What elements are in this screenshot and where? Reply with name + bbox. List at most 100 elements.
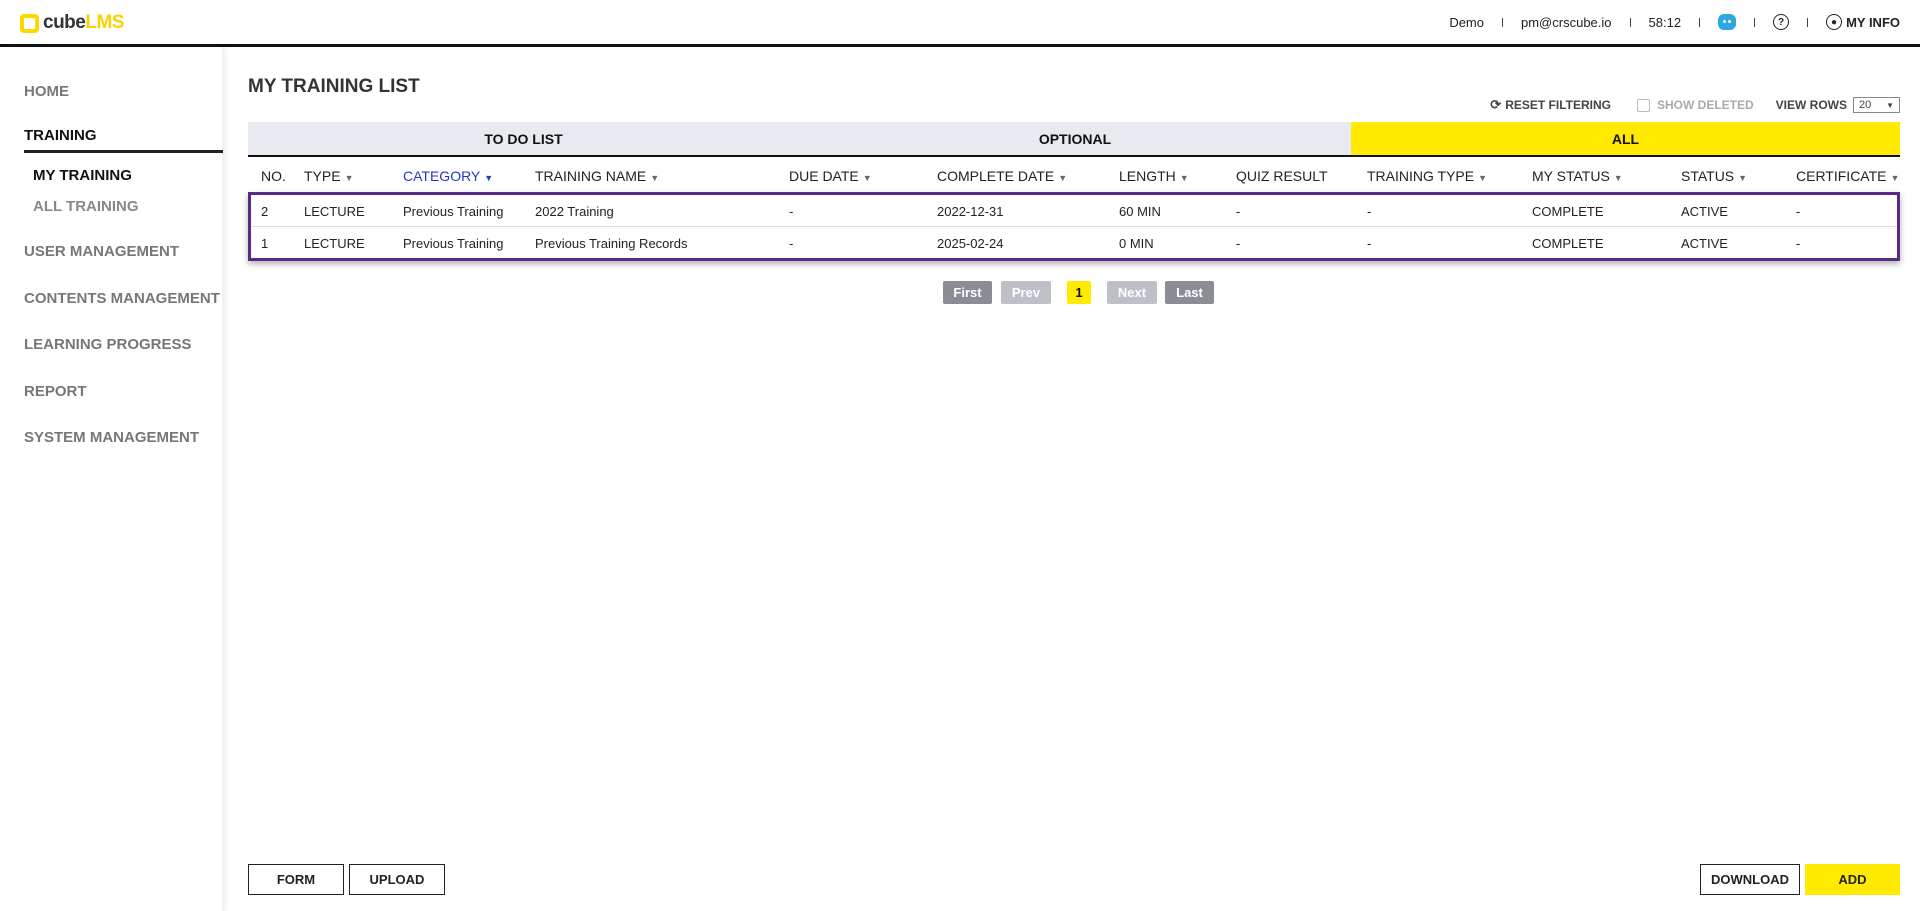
cell-training-name: 2022 Training xyxy=(535,204,614,219)
cell-certificate: - xyxy=(1796,204,1801,219)
col-certificate[interactable]: CERTIFICATE ▼ xyxy=(1796,168,1899,184)
col-label: NO. xyxy=(261,168,286,184)
show-deleted-label: SHOW DELETED xyxy=(1656,98,1754,112)
col-label: TRAINING TYPE xyxy=(1367,168,1475,184)
refresh-icon: ⟳ xyxy=(1490,97,1502,112)
sort-icon: ▼ xyxy=(650,173,660,183)
sort-icon: ▼ xyxy=(1179,173,1189,183)
prev-page-button[interactable]: Prev xyxy=(1001,281,1051,304)
tab-bar: TO DO LIST OPTIONAL ALL xyxy=(248,122,1900,157)
view-rows-label: VIEW ROWS xyxy=(1775,98,1847,112)
cell-my-status: COMPLETE xyxy=(1532,204,1604,219)
col-label: MY STATUS xyxy=(1532,168,1610,184)
sidebar-item-learning-progress[interactable]: LEARNING PROGRESS xyxy=(24,336,192,353)
download-button[interactable]: DOWNLOAD xyxy=(1700,864,1800,895)
col-label: STATUS xyxy=(1681,168,1735,184)
top-header: cubeLMS Demo pm@crscube.io 58:12 ? ● MY I… xyxy=(0,0,1920,47)
cell-certificate: - xyxy=(1796,236,1801,251)
my-info-button[interactable]: ● MY INFO xyxy=(1826,14,1900,30)
page-1-button[interactable]: 1 xyxy=(1067,281,1091,304)
cell-status: ACTIVE xyxy=(1681,236,1728,251)
col-my-status[interactable]: MY STATUS ▼ xyxy=(1532,168,1623,184)
sort-icon: ▼ xyxy=(1738,173,1748,183)
cell-training-type: - xyxy=(1367,204,1372,219)
sort-icon: ▼ xyxy=(1058,173,1068,183)
user-email: pm@crscube.io xyxy=(1521,14,1612,30)
cell-my-status: COMPLETE xyxy=(1532,236,1604,251)
my-info-label: MY INFO xyxy=(1846,14,1900,30)
reset-filtering-label: RESET FILTERING xyxy=(1505,98,1611,112)
view-rows-select[interactable]: 20 ▼ xyxy=(1853,97,1900,113)
col-complete-date[interactable]: COMPLETE DATE ▼ xyxy=(937,168,1067,184)
help-icon[interactable]: ? xyxy=(1773,14,1790,30)
first-page-button[interactable]: First xyxy=(943,281,992,304)
last-page-button[interactable]: Last xyxy=(1165,281,1214,304)
col-label: TYPE xyxy=(304,168,341,184)
cell-category: Previous Training xyxy=(403,204,504,219)
cell-no: 2 xyxy=(261,204,269,219)
sidebar-item-contents-management[interactable]: CONTENTS MANAGEMENT xyxy=(24,290,220,307)
form-button[interactable]: FORM xyxy=(248,864,344,895)
user-name: Demo xyxy=(1449,14,1484,30)
cell-quiz-result: - xyxy=(1236,236,1241,251)
logo-cube-icon xyxy=(20,13,39,33)
upload-button[interactable]: UPLOAD xyxy=(349,864,445,895)
cell-length: 0 MIN xyxy=(1119,236,1154,251)
sort-icon: ▼ xyxy=(344,173,354,183)
col-label: COMPLETE DATE xyxy=(937,168,1055,184)
cell-quiz-result: - xyxy=(1236,204,1241,219)
table-row[interactable]: 2 LECTURE Previous Training 2022 Training - 2… xyxy=(251,195,1897,226)
chevron-down-icon: ▼ xyxy=(1886,100,1894,110)
active-underline xyxy=(24,150,223,153)
logo-text: cube xyxy=(43,12,86,33)
sort-icon: ▼ xyxy=(862,173,872,183)
reset-filtering-button[interactable]: ⟳ RESET FILTERING xyxy=(1490,97,1611,113)
table-body: 2 LECTURE Previous Training 2022 Training - 2… xyxy=(248,192,1900,261)
col-training-name[interactable]: TRAINING NAME ▼ xyxy=(535,168,659,184)
sidebar-item-report[interactable]: REPORT xyxy=(24,383,87,400)
col-no: NO. xyxy=(261,168,286,184)
table-tools: ⟳ RESET FILTERING SHOW DELETED VIEW ROWS … xyxy=(1490,97,1900,113)
col-label: DUE DATE xyxy=(789,168,859,184)
col-label: CATEGORY xyxy=(403,168,481,184)
sidebar-item-system-management[interactable]: SYSTEM MANAGEMENT xyxy=(24,429,200,446)
sidebar-item-training[interactable]: TRAINING xyxy=(24,127,97,144)
sidebar: HOME TRAINING MY TRAINING ALL TRAINING U… xyxy=(0,47,223,911)
sidebar-subitem-all-training[interactable]: ALL TRAINING xyxy=(33,198,139,215)
next-page-button[interactable]: Next xyxy=(1107,281,1157,304)
chatbot-icon[interactable] xyxy=(1718,14,1737,30)
checkbox-icon xyxy=(1636,98,1650,112)
sort-icon: ▼ xyxy=(484,173,494,183)
col-length[interactable]: LENGTH ▼ xyxy=(1119,168,1189,184)
cell-due-date: - xyxy=(789,204,794,219)
sort-icon: ▼ xyxy=(1890,173,1900,183)
col-label: TRAINING NAME xyxy=(535,168,647,184)
cell-due-date: - xyxy=(789,236,794,251)
cell-training-type: - xyxy=(1367,236,1372,251)
table-row[interactable]: 1 LECTURE Previous Training Previous Traini… xyxy=(251,226,1897,257)
col-quiz-result: QUIZ RESULT xyxy=(1236,168,1328,184)
show-deleted-checkbox[interactable]: SHOW DELETED xyxy=(1636,98,1754,112)
cell-length: 60 MIN xyxy=(1119,204,1161,219)
add-button[interactable]: ADD xyxy=(1805,864,1900,895)
sidebar-subitem-my-training[interactable]: MY TRAINING xyxy=(33,167,132,184)
col-label: CERTIFICATE xyxy=(1796,168,1887,184)
col-label: LENGTH xyxy=(1119,168,1176,184)
tab-optional[interactable]: OPTIONAL xyxy=(1038,130,1112,147)
col-type[interactable]: TYPE ▼ xyxy=(304,168,354,184)
col-category[interactable]: CATEGORY ▼ xyxy=(403,168,493,184)
tab-all[interactable]: ALL xyxy=(1351,122,1900,155)
tab-to-do-list[interactable]: TO DO LIST xyxy=(484,130,563,147)
sidebar-item-user-management[interactable]: USER MANAGEMENT xyxy=(24,243,180,260)
logo[interactable]: cubeLMS xyxy=(20,12,124,34)
cell-category: Previous Training xyxy=(403,236,504,251)
logo-text-lms: LMS xyxy=(85,12,124,33)
sort-icon: ▼ xyxy=(1478,173,1488,183)
col-due-date[interactable]: DUE DATE ▼ xyxy=(789,168,872,184)
top-nav: Demo pm@crscube.io 58:12 ? ● MY INFO xyxy=(1449,14,1900,30)
sidebar-item-home[interactable]: HOME xyxy=(24,83,69,100)
col-training-type[interactable]: TRAINING TYPE ▼ xyxy=(1367,168,1487,184)
view-rows-value: 20 xyxy=(1859,99,1872,111)
col-status[interactable]: STATUS ▼ xyxy=(1681,168,1747,184)
cell-status: ACTIVE xyxy=(1681,204,1728,219)
